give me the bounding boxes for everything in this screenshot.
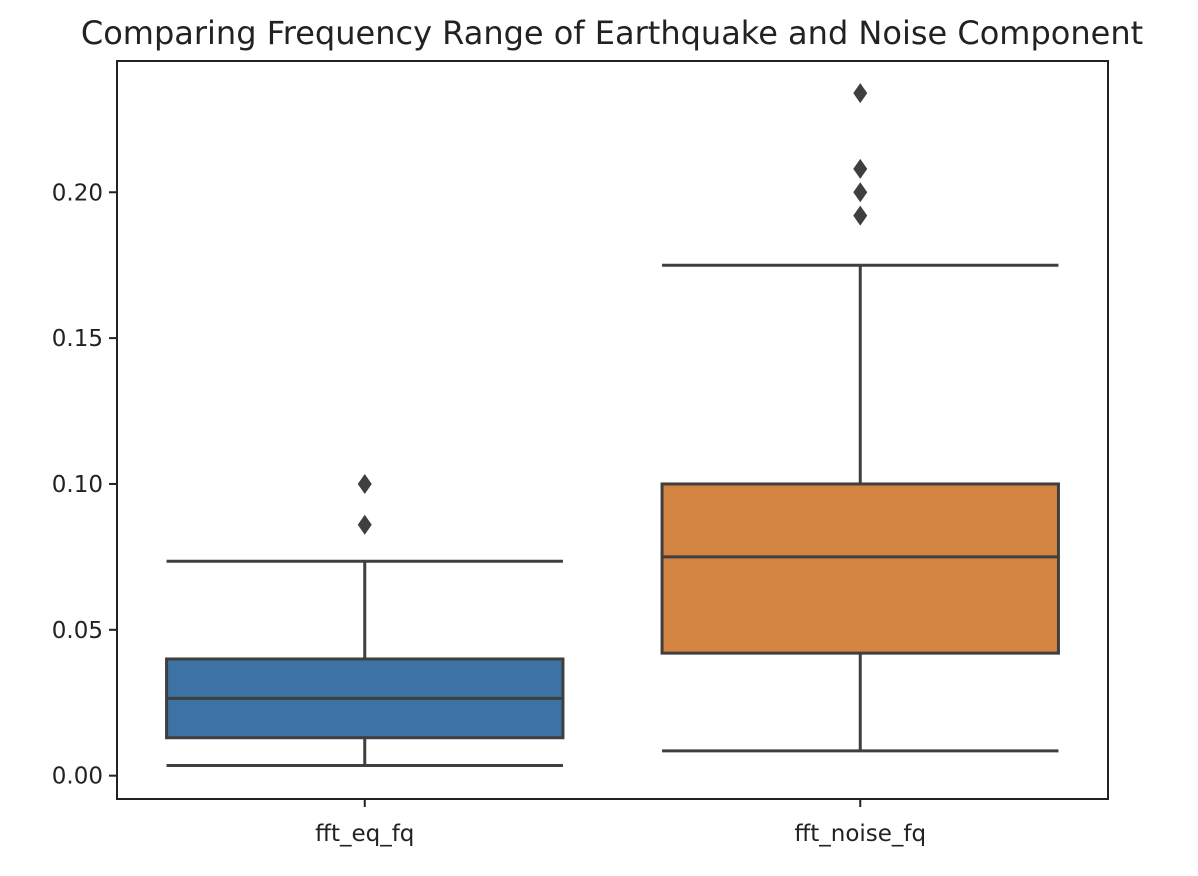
y-tick-label: 0.05	[52, 618, 103, 644]
box-group-fft_noise_fq	[660, 83, 1060, 753]
box-group-fft_eq_fq	[165, 473, 565, 767]
outlier-point	[357, 514, 372, 535]
chart-title: Comparing Frequency Range of Earthquake …	[81, 14, 1143, 52]
x-tick-label: fft_noise_fq	[794, 821, 926, 847]
y-tick-label: 0.10	[52, 472, 103, 498]
outlier-point	[853, 205, 868, 226]
y-tick-label: 0.00	[52, 764, 103, 790]
iqr-box	[660, 482, 1060, 655]
y-tick-label: 0.15	[52, 326, 103, 352]
outlier-point	[853, 182, 868, 203]
y-tick-label: 0.20	[52, 180, 103, 206]
axes-frame	[116, 60, 1109, 800]
outlier-point	[357, 473, 372, 494]
outlier-point	[853, 83, 868, 104]
x-tick-label: fft_eq_fq	[315, 821, 414, 847]
outlier-point	[853, 158, 868, 179]
plot-area: 0.00 0.05 0.10 0.15 0.20 fft_eq_fq fft_noise_f…	[52, 83, 1060, 847]
